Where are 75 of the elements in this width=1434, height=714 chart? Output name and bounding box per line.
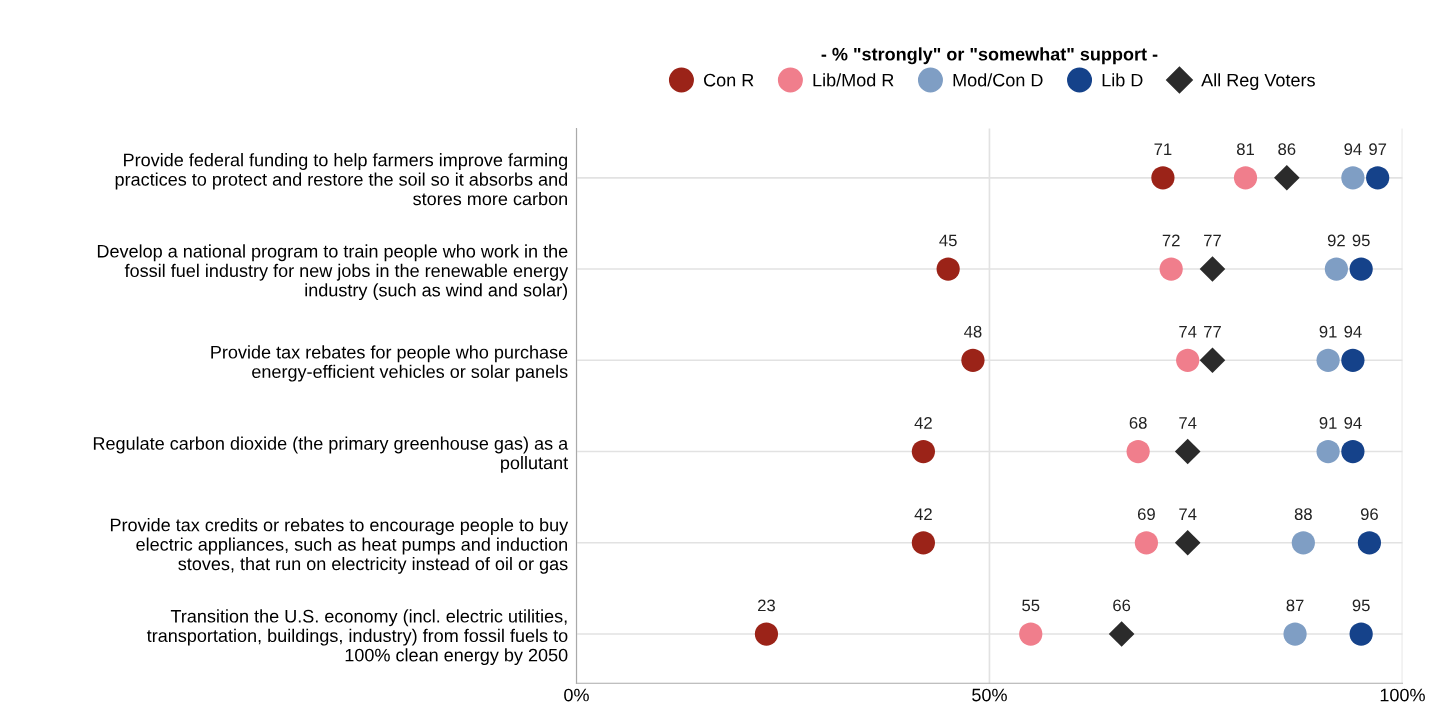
point — [1151, 166, 1175, 190]
point — [1349, 622, 1373, 646]
data-label: 95 — [1352, 234, 1370, 247]
data-label: 94 — [1344, 143, 1362, 156]
point — [1349, 257, 1373, 281]
legend-label: All Reg Voters — [1201, 73, 1315, 91]
data-label: 45 — [939, 234, 957, 247]
data-label: 81 — [1236, 143, 1254, 156]
point — [1324, 257, 1348, 281]
data-label: 91 — [1319, 325, 1337, 338]
data-label: 71 — [1154, 143, 1172, 155]
data-label: 94 — [1344, 325, 1362, 338]
data-label: 97 — [1369, 143, 1387, 156]
point — [754, 622, 779, 646]
data-label: 74 — [1179, 417, 1197, 429]
point — [961, 348, 985, 372]
data-label: 23 — [758, 599, 775, 612]
x-tick-label: 50% — [972, 688, 1007, 702]
point — [1199, 256, 1226, 282]
data-label: 48 — [964, 325, 982, 338]
data-label: 87 — [1286, 599, 1304, 612]
point — [1174, 529, 1201, 556]
x-tick-label: 100% — [1380, 688, 1425, 702]
legend-label: Mod/Con D — [953, 73, 1043, 87]
point — [1126, 439, 1150, 464]
point — [1316, 439, 1340, 464]
data-label: 74 — [1179, 325, 1197, 338]
y-tick-label: Transition the U.S. economy (incl. electric utilities, transportation, buildings, industry) from fossil fuels to 100% clean energy by 2050 — [146, 609, 568, 666]
legend-title: - % "strongly" or "somewhat" support - — [821, 47, 1158, 65]
point — [1274, 164, 1300, 191]
y-tick-label: Provide federal funding to help farmers improve farming practices to protect and restore the soil so it absorbs and stores more carbon — [115, 153, 567, 206]
y-tick-label: Regulate carbon dioxide (the primary greenhouse gas) as a pollutant — [93, 436, 569, 473]
data-label: 42 — [914, 508, 932, 520]
point — [1291, 531, 1315, 555]
data-label: 42 — [914, 416, 932, 429]
data-label: 69 — [1137, 508, 1155, 521]
point — [1316, 348, 1340, 372]
legend-label: Lib D — [1102, 73, 1143, 87]
data-label: 96 — [1360, 508, 1378, 521]
x-tick-label: 0% — [564, 688, 589, 702]
data-label: 95 — [1352, 599, 1370, 612]
point — [911, 439, 935, 464]
point — [1159, 257, 1183, 281]
legend-label: Lib/Mod R — [813, 73, 894, 87]
point — [1176, 348, 1200, 372]
data-label: 68 — [1129, 416, 1147, 429]
data-label: 72 — [1162, 234, 1180, 247]
data-label: 92 — [1327, 234, 1345, 247]
y-tick-label: Provide tax credits or rebates to encourage people to buy electric appliances, such as heat pumps and induction stoves, that run on electricity instead of oil or gas — [110, 518, 569, 574]
point — [1174, 438, 1201, 465]
data-label: 91 — [1319, 416, 1337, 429]
point — [1108, 621, 1135, 647]
point — [1283, 622, 1307, 646]
point — [1341, 166, 1365, 190]
data-label: 88 — [1294, 508, 1312, 521]
point — [1233, 166, 1258, 190]
point — [1341, 439, 1365, 464]
data-label: 94 — [1344, 416, 1362, 429]
point — [1019, 622, 1043, 646]
data-label: 74 — [1179, 508, 1197, 520]
y-tick-label: Provide tax rebates for people who purchase energy-efficient vehicles or solar panels — [211, 345, 568, 382]
point — [1199, 347, 1226, 374]
y-tick-label: Develop a national program to train people who work in the fossil fuel industry for new jobs in the renewable energy industry (such as wind and solar) — [97, 244, 569, 301]
point — [936, 257, 960, 281]
data-label: 77 — [1204, 325, 1221, 338]
data-label: 86 — [1278, 143, 1296, 156]
point — [1341, 348, 1365, 372]
point — [911, 531, 935, 555]
legend-label: Con R — [704, 73, 754, 87]
point — [1357, 531, 1382, 555]
data-label: 77 — [1204, 234, 1221, 247]
data-label: 66 — [1113, 599, 1131, 612]
point — [1366, 166, 1390, 190]
point — [1134, 531, 1159, 555]
data-label: 55 — [1022, 599, 1040, 612]
